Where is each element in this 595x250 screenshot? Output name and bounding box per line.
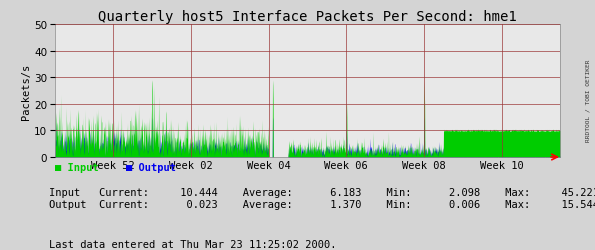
Text: ■ Output: ■ Output <box>126 162 176 172</box>
Title: Quarterly host5 Interface Packets Per Second: hme1: Quarterly host5 Interface Packets Per Se… <box>98 10 517 24</box>
Text: Output  Current:      0.023    Average:      1.370    Min:      0.006    Max:   : Output Current: 0.023 Average: 1.370 Min… <box>49 199 595 209</box>
Text: ■ Input: ■ Input <box>55 162 99 172</box>
Y-axis label: Packets/s: Packets/s <box>21 63 32 119</box>
Text: RRDTOOL / TOBI OETIKER: RRDTOOL / TOBI OETIKER <box>586 59 591 141</box>
Text: Input   Current:     10.444    Average:      6.183    Min:      2.098    Max:   : Input Current: 10.444 Average: 6.183 Min… <box>49 187 595 197</box>
Text: Last data entered at Thu Mar 23 11:25:02 2000.: Last data entered at Thu Mar 23 11:25:02… <box>49 239 337 249</box>
